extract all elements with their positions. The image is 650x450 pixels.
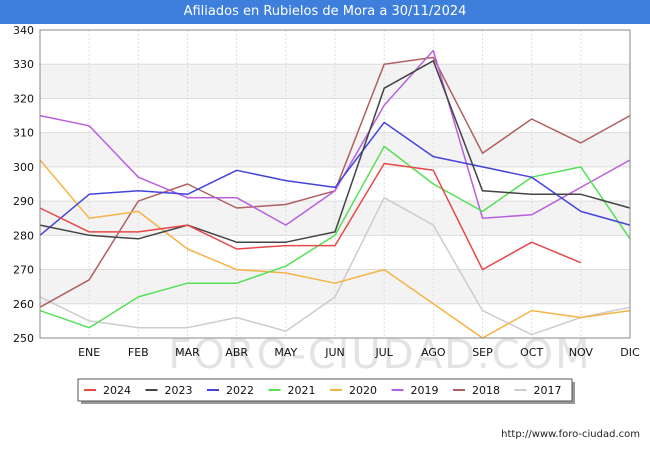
- y-tick-label: 340: [13, 24, 34, 37]
- footer-url: http://www.foro-ciudad.com: [501, 429, 640, 440]
- plot-band: [40, 132, 630, 167]
- legend-label-2017: 2017: [534, 384, 562, 397]
- legend-label-2024: 2024: [103, 384, 131, 397]
- page-title: Afiliados en Rubielos de Mora a 30/11/20…: [0, 0, 650, 24]
- y-tick-label: 320: [13, 92, 34, 105]
- legend-box: [77, 378, 573, 402]
- legend-label-2018: 2018: [472, 384, 500, 397]
- series-line-2024: [39, 162, 582, 271]
- x-tick-label: ENE: [78, 346, 100, 359]
- legend-label-2023: 2023: [165, 384, 193, 397]
- y-tick-label: 310: [13, 127, 34, 140]
- y-tick-label: 330: [13, 58, 34, 71]
- series-line-2020: [39, 159, 631, 339]
- watermark: FORO-CIUDAD.COM: [168, 332, 591, 378]
- x-tick-label: FEB: [128, 346, 149, 359]
- x-tick-label: JUN: [324, 346, 345, 359]
- x-tick-label: AGO: [421, 346, 446, 359]
- legend-label-2021: 2021: [288, 384, 316, 397]
- legend-label-2022: 2022: [226, 384, 254, 397]
- y-tick-label: 280: [13, 229, 34, 242]
- x-tick-label: JUL: [374, 346, 393, 359]
- x-axis-ticks: ENE FEB MAR ABR MAY JUN JUL AGO SEP OCT NOV DIC: [78, 346, 640, 359]
- series-line-2019: [39, 49, 631, 226]
- series-line-2022: [39, 121, 631, 236]
- series-layer: [39, 49, 631, 339]
- series-line-2023: [39, 60, 631, 243]
- x-tick-label: MAY: [274, 346, 297, 359]
- x-tick-label: ABR: [225, 346, 248, 359]
- x-tick-label: MAR: [175, 346, 200, 359]
- y-tick-label: 260: [13, 298, 34, 311]
- legend-items: 2024 2023 2022 2021 2020 2019 2018 2017: [84, 384, 562, 397]
- plot-border: [39, 29, 631, 339]
- y-tick-label: 270: [13, 264, 34, 277]
- y-tick-label: 290: [13, 195, 34, 208]
- x-tick-label: NOV: [569, 346, 594, 359]
- legend: 2024 2023 2022 2021 2020 2019 2018 2017: [77, 378, 575, 404]
- y-tick-label: 300: [13, 161, 34, 174]
- x-tick-label: DIC: [620, 346, 640, 359]
- y-axis-ticks: 250 260 270 280 290 300 310 320 330 340: [13, 24, 34, 345]
- x-tick-label: SEP: [472, 346, 493, 359]
- legend-label-2020: 2020: [349, 384, 377, 397]
- legend-label-2019: 2019: [411, 384, 439, 397]
- plot-band: [40, 64, 630, 99]
- y-tick-label: 250: [13, 332, 34, 345]
- x-tick-label: OCT: [520, 346, 543, 359]
- series-line-2017: [39, 196, 631, 336]
